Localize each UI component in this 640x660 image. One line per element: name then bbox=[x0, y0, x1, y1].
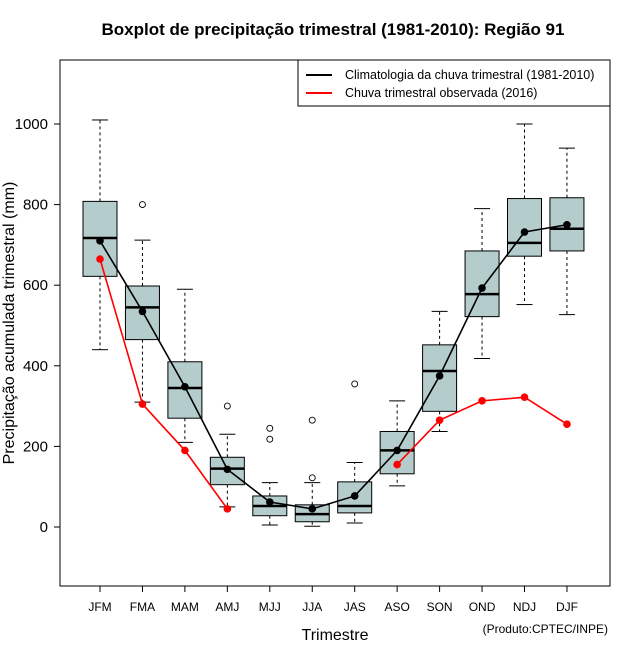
box-mjj bbox=[252, 424, 288, 526]
x-tick-label: JAS bbox=[344, 600, 366, 614]
series-line bbox=[99, 258, 228, 510]
x-tick-label: SON bbox=[427, 600, 453, 614]
x-tick-label: FMA bbox=[130, 600, 155, 614]
data-point bbox=[223, 505, 232, 513]
data-point bbox=[520, 228, 529, 236]
data-point bbox=[181, 382, 189, 391]
data-point bbox=[520, 393, 529, 402]
x-tick-label: JJA bbox=[302, 600, 322, 614]
x-tick-label: AMJ bbox=[215, 600, 239, 614]
y-tick-label: 600 bbox=[23, 277, 48, 294]
x-tick-label: NDJ bbox=[513, 600, 536, 614]
box-aso bbox=[379, 400, 415, 487]
x-axis: JFM FMA MAM AMJ MJJ JJA JAS ASO SON OND NDJ DJF bbox=[88, 585, 578, 614]
y-axis-label: Precipitação acumulada trimestral (mm) bbox=[1, 182, 18, 465]
box-series bbox=[82, 119, 585, 527]
outlier-point bbox=[266, 424, 274, 432]
x-tick-label: MJJ bbox=[259, 600, 281, 614]
series-observed bbox=[96, 255, 571, 513]
data-point bbox=[223, 465, 232, 474]
y-tick-label: 0 bbox=[40, 519, 48, 536]
x-axis-label: Trimestre bbox=[302, 627, 369, 644]
outlier-point bbox=[308, 416, 316, 424]
outlier-point bbox=[223, 402, 231, 410]
series-line bbox=[99, 223, 568, 510]
box-jas bbox=[337, 380, 373, 524]
box-ndj bbox=[507, 123, 542, 306]
y-tick-label: 200 bbox=[23, 438, 48, 455]
data-point bbox=[563, 220, 571, 229]
data-point bbox=[563, 420, 571, 429]
data-point bbox=[308, 505, 317, 513]
legend: Climatologia da chuva trimestral (1981-2… bbox=[297, 59, 611, 107]
outlier-point bbox=[351, 380, 359, 388]
series-climatology bbox=[96, 220, 571, 513]
outlier-point bbox=[308, 474, 316, 482]
data-point bbox=[96, 255, 104, 263]
data-point bbox=[478, 284, 486, 292]
data-point bbox=[393, 460, 401, 469]
credit-text: (Produto:CPTEC/INPE) bbox=[483, 622, 608, 636]
data-point bbox=[435, 416, 444, 425]
x-tick-label: DJF bbox=[556, 600, 578, 614]
data-point bbox=[478, 397, 486, 405]
data-point bbox=[138, 400, 147, 408]
box-fma bbox=[124, 201, 160, 403]
data-point bbox=[96, 237, 104, 245]
box-son bbox=[422, 310, 458, 432]
y-tick-label: 400 bbox=[23, 358, 48, 375]
legend-label-observed: Chuva trimestral observada (2016) bbox=[345, 86, 537, 100]
x-tick-label: ASO bbox=[384, 600, 409, 614]
legend-box bbox=[297, 59, 611, 107]
outlier-point bbox=[266, 435, 274, 443]
outlier-point bbox=[138, 201, 146, 209]
box-jfm bbox=[82, 119, 118, 351]
data-point bbox=[138, 307, 147, 316]
line-series bbox=[96, 220, 571, 513]
legend-label-climatology: Climatologia da chuva trimestral (1981-2… bbox=[345, 68, 594, 82]
y-axis: 0 200 400 600 800 1000 bbox=[15, 116, 61, 536]
x-tick-label: OND bbox=[469, 600, 496, 614]
data-point bbox=[350, 492, 359, 500]
data-point bbox=[181, 446, 189, 455]
box-iqr bbox=[464, 250, 500, 318]
x-tick-label: MAM bbox=[171, 600, 199, 614]
y-tick-label: 1000 bbox=[15, 116, 48, 133]
y-tick-label: 800 bbox=[23, 197, 48, 214]
chart-title: Boxplot de precipitação trimestral (1981… bbox=[102, 20, 565, 39]
box-jja bbox=[294, 416, 330, 527]
box-ond bbox=[464, 208, 500, 360]
data-point bbox=[435, 372, 444, 380]
data-point bbox=[266, 498, 274, 506]
data-point bbox=[393, 446, 401, 455]
box-djf bbox=[549, 147, 585, 316]
x-tick-label: JFM bbox=[88, 600, 111, 614]
